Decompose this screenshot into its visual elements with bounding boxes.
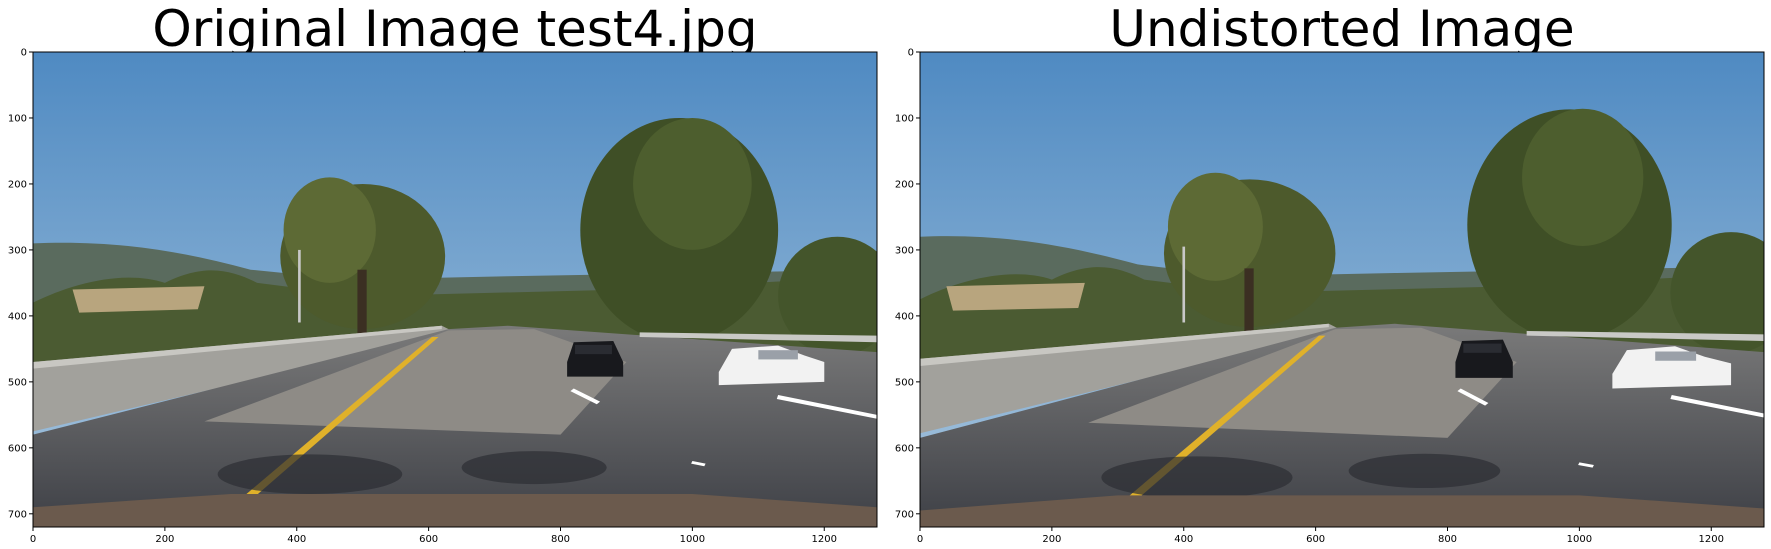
x-tick-label: 400 bbox=[287, 534, 306, 545]
y-tick-label: 100 bbox=[895, 113, 914, 124]
y-tick-label: 200 bbox=[895, 179, 914, 190]
y-tick-label: 0 bbox=[908, 48, 914, 59]
x-tick-label: 800 bbox=[1438, 534, 1457, 545]
x-tick-label: 200 bbox=[1042, 534, 1061, 545]
x-tick-label: 1200 bbox=[1699, 534, 1724, 545]
x-tick-label: 1200 bbox=[812, 534, 837, 545]
panel-title: Original Image test4.jpg bbox=[152, 0, 757, 58]
y-tick-label: 600 bbox=[8, 443, 27, 454]
y-tick-label: 500 bbox=[8, 377, 27, 388]
panel-title: Undistorted Image bbox=[1109, 0, 1574, 58]
y-tick-label: 600 bbox=[895, 443, 914, 454]
y-tick-label: 700 bbox=[895, 509, 914, 520]
original-image-panel: Original Image test4.jpg bbox=[8, 0, 878, 545]
y-tick-label: 500 bbox=[895, 377, 914, 388]
x-tick-label: 1000 bbox=[680, 534, 705, 545]
y-tick-label: 400 bbox=[8, 311, 27, 322]
y-axis: 0 100 200 300 400 500 600 700 bbox=[895, 48, 920, 520]
x-tick-label: 200 bbox=[155, 534, 174, 545]
y-tick-label: 200 bbox=[8, 179, 27, 190]
y-tick-label: 400 bbox=[895, 311, 914, 322]
x-tick-label: 600 bbox=[419, 534, 438, 545]
y-tick-label: 300 bbox=[895, 245, 914, 256]
x-tick-label: 0 bbox=[917, 534, 923, 545]
road-photo bbox=[33, 52, 877, 527]
y-tick-label: 100 bbox=[8, 113, 27, 124]
axes-frame bbox=[32, 51, 878, 528]
y-axis: 0 100 200 300 400 500 600 700 bbox=[8, 48, 33, 520]
x-axis: 0 200 400 600 800 1000 1200 bbox=[917, 527, 1724, 545]
x-tick-label: 400 bbox=[1174, 534, 1193, 545]
y-tick-label: 0 bbox=[21, 48, 27, 59]
axes-frame bbox=[919, 51, 1765, 528]
undistorted-image-panel: Undistorted Image bbox=[895, 0, 1765, 545]
x-tick-label: 800 bbox=[551, 534, 570, 545]
x-tick-label: 0 bbox=[30, 534, 36, 545]
y-tick-label: 700 bbox=[8, 509, 27, 520]
x-axis: 0 200 400 600 800 1000 1200 bbox=[30, 527, 837, 545]
x-tick-label: 1000 bbox=[1567, 534, 1592, 545]
y-tick-label: 300 bbox=[8, 245, 27, 256]
x-tick-label: 600 bbox=[1306, 534, 1325, 545]
road-photo bbox=[920, 52, 1764, 527]
